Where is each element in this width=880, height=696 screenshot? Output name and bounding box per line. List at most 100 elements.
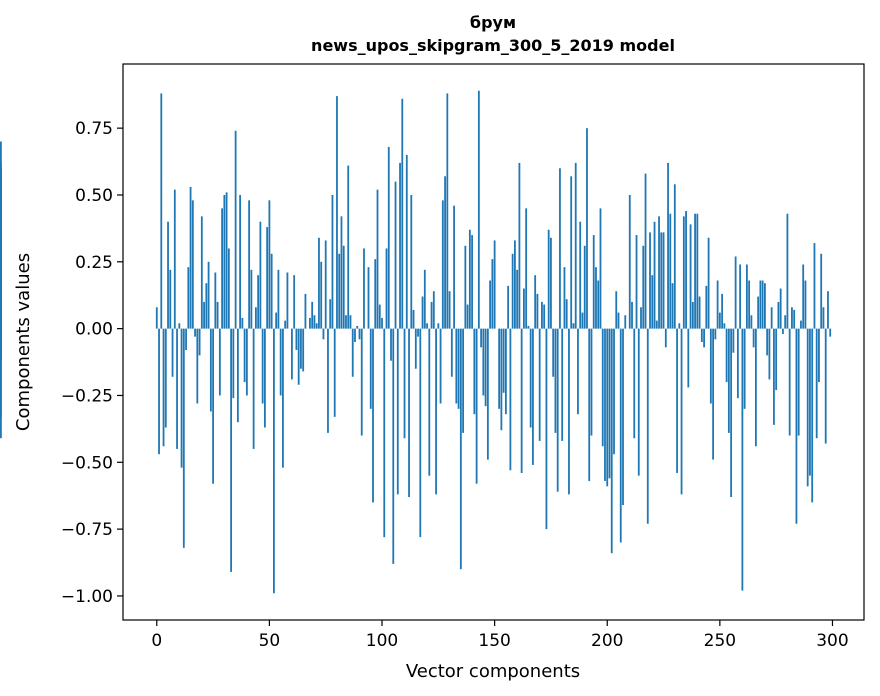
x-tick-label: 100: [366, 631, 398, 651]
bar-49: [266, 227, 269, 329]
plot-frame: [122, 63, 865, 621]
bar-100: [381, 317, 383, 329]
bar-39: [243, 328, 246, 383]
bar-237: [689, 224, 692, 329]
bar-36: [236, 328, 239, 423]
bar-181: [563, 267, 566, 329]
bar-187: [577, 328, 579, 415]
bar-112: [408, 328, 410, 498]
bar-5: [167, 221, 169, 329]
bar-211: [631, 301, 633, 329]
bar-83: [342, 245, 345, 329]
bar-164: [525, 208, 528, 329]
bar-268: [759, 280, 762, 329]
bar-198: [601, 328, 604, 447]
bar-128: [444, 176, 446, 329]
bar-166: [529, 328, 532, 428]
bar-294: [818, 328, 820, 383]
x-tick-label: 0: [151, 631, 162, 651]
bar-234: [682, 216, 685, 329]
bar-132: [453, 205, 455, 329]
bar-86: [349, 315, 352, 329]
bar-103: [387, 146, 390, 329]
bar-142: [475, 328, 478, 484]
bar-14: [187, 267, 190, 329]
bar-230: [673, 184, 676, 329]
bar-235: [685, 211, 687, 329]
bar-52: [273, 328, 275, 594]
bar-149: [491, 259, 494, 329]
bar-278: [782, 328, 784, 334]
x-tick-label: 200: [591, 631, 623, 651]
bar-155: [504, 328, 507, 415]
bar-265: [752, 328, 755, 348]
bar-193: [590, 328, 593, 436]
bar-4: [164, 328, 167, 428]
bar-9: [176, 328, 178, 449]
bar-267: [757, 296, 760, 329]
bar-174: [547, 229, 550, 329]
bar-73: [320, 261, 323, 329]
bar-287: [802, 264, 805, 329]
bar-180: [561, 328, 564, 441]
bar-188: [579, 221, 582, 329]
bar-68: [309, 317, 311, 329]
bar-292: [813, 243, 816, 329]
y-tick-label: 0.25: [75, 253, 113, 273]
bar-133: [455, 328, 458, 404]
bar-200: [606, 328, 609, 487]
bar-42: [250, 269, 253, 329]
bar-77: [329, 299, 332, 329]
bar-41: [248, 200, 251, 329]
bar-219: [649, 232, 651, 329]
bar-25: [212, 328, 214, 484]
bar-104: [390, 328, 392, 361]
bar-295: [820, 253, 823, 329]
bar-179: [559, 168, 561, 329]
bar-56: [282, 328, 284, 468]
bar-248: [714, 328, 717, 340]
bar-33: [230, 328, 233, 572]
bar-27: [216, 301, 219, 329]
bar-144: [480, 328, 483, 348]
bar-189: [581, 312, 584, 329]
bar-169: [536, 293, 539, 329]
bar-81: [338, 253, 341, 329]
bar-231: [676, 328, 678, 473]
bar-65: [302, 328, 305, 372]
x-tick-label: 50: [259, 631, 281, 651]
bar-262: [745, 264, 748, 329]
bar-190: [583, 245, 586, 329]
bar-259: [739, 264, 742, 329]
bar-286: [800, 320, 802, 329]
bar-178: [556, 328, 559, 492]
bar-102: [385, 248, 388, 329]
x-axis-label: Vector components: [406, 661, 580, 682]
bar-40: [245, 328, 248, 396]
bar-285: [797, 328, 800, 436]
bar-217: [644, 173, 647, 329]
bar-7: [171, 328, 174, 377]
bar-44: [254, 307, 257, 329]
bar-250: [718, 312, 721, 329]
bar-253: [725, 328, 728, 383]
bar-165: [527, 325, 530, 329]
bar-1: [158, 328, 160, 455]
bar-127: [441, 200, 444, 329]
bar-141: [473, 328, 476, 415]
bar-26: [214, 272, 217, 329]
bar-113: [410, 194, 413, 329]
bar-34: [232, 328, 235, 399]
bar-96: [372, 328, 374, 503]
bar-47: [261, 328, 264, 404]
bar-299: [829, 328, 832, 337]
bar-275: [775, 328, 778, 391]
bar-31: [225, 192, 228, 329]
bar-162: [520, 328, 523, 473]
bar-185: [572, 323, 575, 329]
bar-57: [284, 320, 287, 329]
bar-123: [432, 291, 435, 329]
bar-201: [608, 328, 611, 479]
bar-192: [588, 328, 591, 481]
bar-270: [764, 283, 766, 329]
